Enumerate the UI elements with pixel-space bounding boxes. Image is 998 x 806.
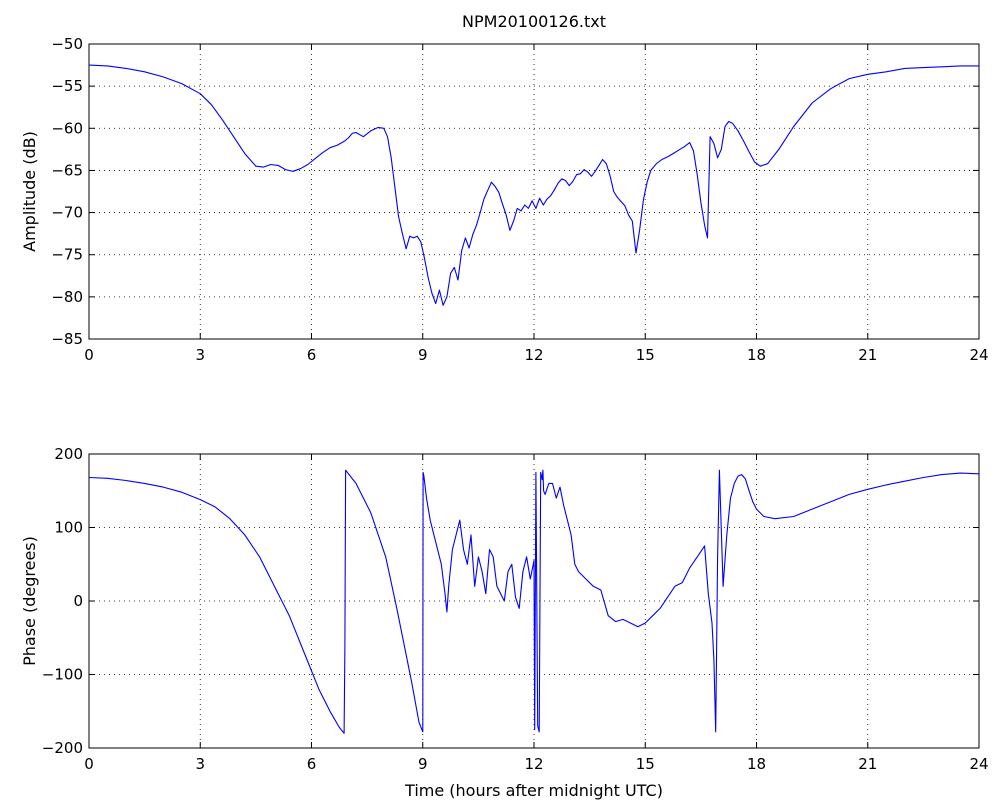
amplitude-ytick-label: −70	[51, 204, 83, 222]
phase-ytick-label: 100	[54, 519, 83, 537]
amplitude-xtick-label: 0	[84, 346, 94, 364]
phase-xtick-label: 0	[84, 755, 94, 773]
amplitude-y-axis-label: Amplitude (dB)	[20, 131, 39, 252]
amplitude-ytick-label: −75	[51, 246, 83, 264]
chart-title: NPM20100126.txt	[462, 12, 606, 31]
amplitude-series-line	[88, 64, 979, 306]
amplitude-ytick-label: −50	[51, 35, 83, 53]
amplitude-grid	[89, 44, 979, 339]
phase-xtick-label: 9	[418, 755, 428, 773]
phase-xtick-label: 15	[636, 755, 655, 773]
amplitude-panel: 0 3 6 9 12 15 18 21 24 −50 −55 −60 −65 −70 −75 −80 −85 N…	[20, 12, 989, 364]
phase-xtick-label: 18	[747, 755, 766, 773]
phase-xtick-label: 21	[858, 755, 877, 773]
amplitude-xtick-label: 12	[524, 346, 543, 364]
amplitude-xtick-label: 9	[418, 346, 428, 364]
amplitude-xtick-label: 24	[969, 346, 988, 364]
amplitude-ytick-label: −55	[51, 77, 83, 95]
amplitude-ytick-label: −60	[51, 119, 83, 137]
phase-ticks: 0 3 6 9 12 15 18 21 24 200 100 0 −100 −200	[42, 445, 989, 773]
amplitude-ytick-label: −80	[51, 288, 83, 306]
amplitude-xtick-label: 6	[307, 346, 317, 364]
phase-ytick-label: 0	[73, 592, 83, 610]
phase-y-axis-label: Phase (degrees)	[20, 536, 39, 666]
phase-ytick-label: −200	[42, 739, 83, 757]
amplitude-ytick-label: −85	[51, 330, 83, 348]
phase-panel: 0 3 6 9 12 15 18 21 24 200 100 0 −100 −200 Time (hour…	[20, 445, 989, 800]
phase-xtick-label: 6	[307, 755, 317, 773]
amplitude-ytick-label: −65	[51, 161, 83, 179]
phase-x-axis-label: Time (hours after midnight UTC)	[404, 781, 663, 800]
phase-xtick-label: 3	[195, 755, 205, 773]
phase-ytick-label: 200	[54, 445, 83, 463]
phase-series-line	[88, 469, 980, 734]
phase-ytick-label: −100	[42, 666, 83, 684]
amplitude-xtick-label: 21	[858, 346, 877, 364]
phase-xtick-label: 24	[969, 755, 988, 773]
amplitude-xtick-label: 3	[195, 346, 205, 364]
phase-xtick-label: 12	[524, 755, 543, 773]
amplitude-xtick-label: 18	[747, 346, 766, 364]
amplitude-xtick-label: 15	[636, 346, 655, 364]
amplitude-ticks: 0 3 6 9 12 15 18 21 24 −50 −55 −60 −65 −70 −75 −80 −85	[51, 35, 988, 364]
